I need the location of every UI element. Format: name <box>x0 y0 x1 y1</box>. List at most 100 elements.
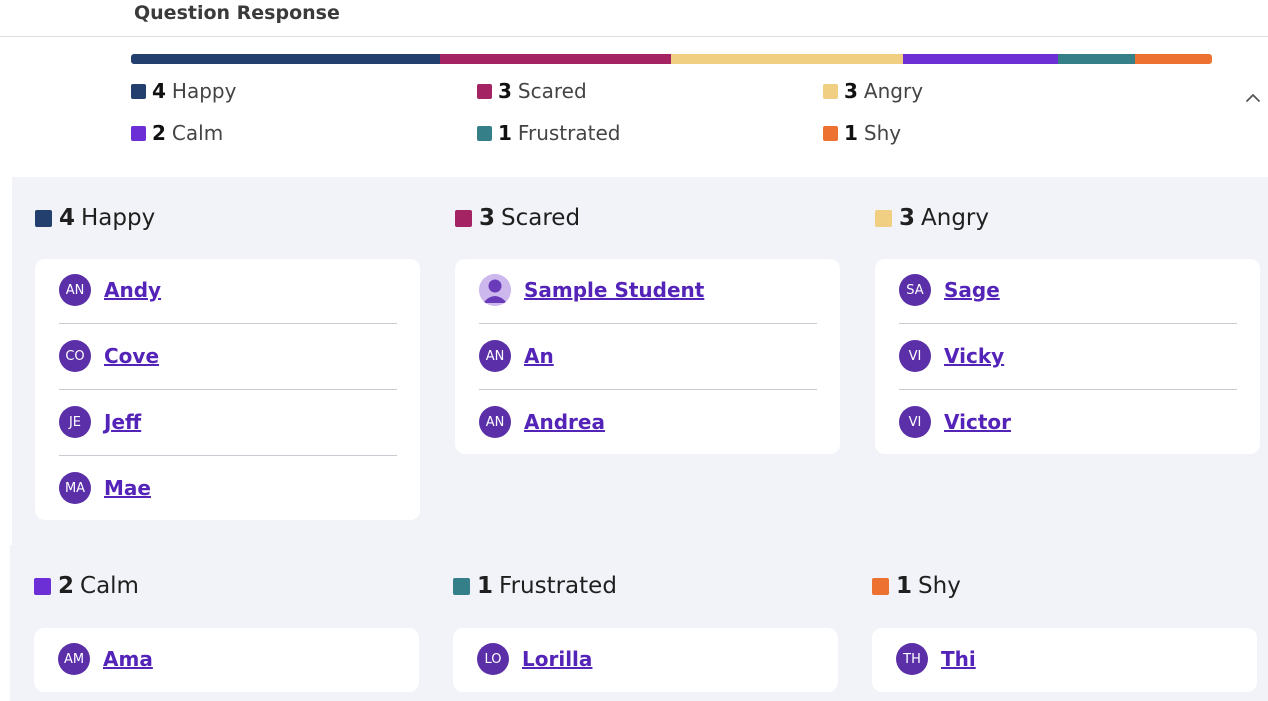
student-row: JE Jeff <box>59 389 397 456</box>
collapse-toggle[interactable] <box>1243 88 1263 108</box>
legend-count: 3 <box>844 79 858 103</box>
bar-segment-calm <box>903 54 1058 64</box>
bar-segment-happy <box>131 54 440 64</box>
student-avatar: AM <box>58 643 90 675</box>
legend-count: 1 <box>498 121 512 145</box>
group-label: Shy <box>918 573 961 599</box>
group-count: 2 <box>58 573 75 599</box>
student-row: VI Vicky <box>899 323 1237 390</box>
group-swatch <box>875 209 892 227</box>
group-label: Frustrated <box>499 573 617 599</box>
student-row: AN Andrea <box>479 389 817 454</box>
student-avatar: CO <box>59 340 91 372</box>
chevron-up-icon <box>1246 94 1260 102</box>
legend-label: Angry <box>863 79 924 103</box>
group-swatch <box>35 209 52 227</box>
group-heading-calm: 2 Calm <box>34 573 139 599</box>
legend-label: Frustrated <box>517 121 621 145</box>
student-name-link[interactable]: Mae <box>104 476 151 500</box>
legend-item-calm: 2 Calm <box>131 121 223 145</box>
student-avatar: VI <box>899 340 931 372</box>
student-row: AM Ama <box>58 628 396 692</box>
group-swatch <box>872 577 889 595</box>
student-name-link[interactable]: Thi <box>941 647 976 671</box>
student-name-link[interactable]: Vicky <box>944 344 1005 368</box>
user-avatar-icon <box>479 274 511 306</box>
group-swatch <box>34 577 51 595</box>
legend-label: Happy <box>171 79 237 103</box>
group-heading-happy: 4 Happy <box>35 205 155 231</box>
legend-swatch <box>823 83 838 99</box>
group-label: Happy <box>81 205 156 231</box>
student-card-frustrated: LO Lorilla <box>453 628 838 692</box>
legend-label: Scared <box>517 79 587 103</box>
student-name-link[interactable]: Ama <box>103 647 153 671</box>
group-heading-scared: 3 Scared <box>455 205 580 231</box>
header-bar: Question Response <box>0 0 1268 37</box>
student-row: AN An <box>479 323 817 390</box>
legend-item-frustrated: 1 Frustrated <box>477 121 620 145</box>
student-avatar: TH <box>896 643 928 675</box>
legend-count: 1 <box>844 121 858 145</box>
group-swatch <box>453 577 470 595</box>
legend-swatch <box>477 125 492 141</box>
student-row: Sample Student <box>479 259 817 324</box>
group-count: 1 <box>896 573 913 599</box>
group-count: 4 <box>59 205 76 231</box>
legend-item-scared: 3 Scared <box>477 79 587 103</box>
group-count: 3 <box>479 205 496 231</box>
student-card-happy: AN Andy CO Cove JE Jeff MA Mae <box>35 259 420 520</box>
student-row: MA Mae <box>59 455 397 520</box>
group-count: 3 <box>899 205 916 231</box>
legend-label: Calm <box>171 121 224 145</box>
student-avatar: AN <box>479 340 511 372</box>
student-row: AN Andy <box>59 259 397 324</box>
legend-label: Shy <box>863 121 902 145</box>
bar-segment-shy <box>1134 54 1212 64</box>
bar-segment-angry <box>671 54 904 64</box>
legend-swatch <box>823 125 838 141</box>
legend-swatch <box>477 83 492 99</box>
student-avatar: MA <box>59 472 91 504</box>
group-swatch <box>455 209 472 227</box>
group-heading-angry: 3 Angry <box>875 205 989 231</box>
student-name-link[interactable]: An <box>524 344 554 368</box>
group-label: Angry <box>921 205 989 231</box>
student-name-link[interactable]: Victor <box>944 410 1012 434</box>
student-row: LO Lorilla <box>477 628 815 692</box>
response-distribution-bar <box>131 54 1212 64</box>
legend-count: 4 <box>152 79 166 103</box>
student-avatar: LO <box>477 643 509 675</box>
legend-item-happy: 4 Happy <box>131 79 236 103</box>
student-row: SA Sage <box>899 259 1237 324</box>
student-name-link[interactable]: Sample Student <box>524 278 705 302</box>
student-row: CO Cove <box>59 323 397 390</box>
legend-item-shy: 1 Shy <box>823 121 901 145</box>
group-heading-frustrated: 1 Frustrated <box>453 573 617 599</box>
bar-segment-scared <box>439 54 672 64</box>
bar-segment-frustrated <box>1057 54 1135 64</box>
student-card-scared: Sample Student AN An AN Andrea <box>455 259 840 454</box>
legend-swatch <box>131 125 146 141</box>
student-name-link[interactable]: Jeff <box>104 410 142 434</box>
legend-count: 2 <box>152 121 166 145</box>
student-avatar: AN <box>479 406 511 438</box>
group-label: Calm <box>80 573 139 599</box>
student-card-angry: SA Sage VI Vicky VI Victor <box>875 259 1260 454</box>
student-name-link[interactable]: Andrea <box>524 410 605 434</box>
group-heading-shy: 1 Shy <box>872 573 961 599</box>
page-title: Question Response <box>134 2 340 24</box>
student-name-link[interactable]: Cove <box>104 344 160 368</box>
legend-item-angry: 3 Angry <box>823 79 923 103</box>
student-name-link[interactable]: Sage <box>944 278 1000 302</box>
student-avatar: VI <box>899 406 931 438</box>
student-row: TH Thi <box>896 628 1234 692</box>
group-count: 1 <box>477 573 494 599</box>
student-avatar: AN <box>59 274 91 306</box>
student-card-shy: TH Thi <box>872 628 1257 692</box>
student-card-calm: AM Ama <box>34 628 419 692</box>
student-avatar: JE <box>59 406 91 438</box>
student-name-link[interactable]: Lorilla <box>522 647 593 671</box>
student-name-link[interactable]: Andy <box>104 278 162 302</box>
group-label: Scared <box>501 205 581 231</box>
